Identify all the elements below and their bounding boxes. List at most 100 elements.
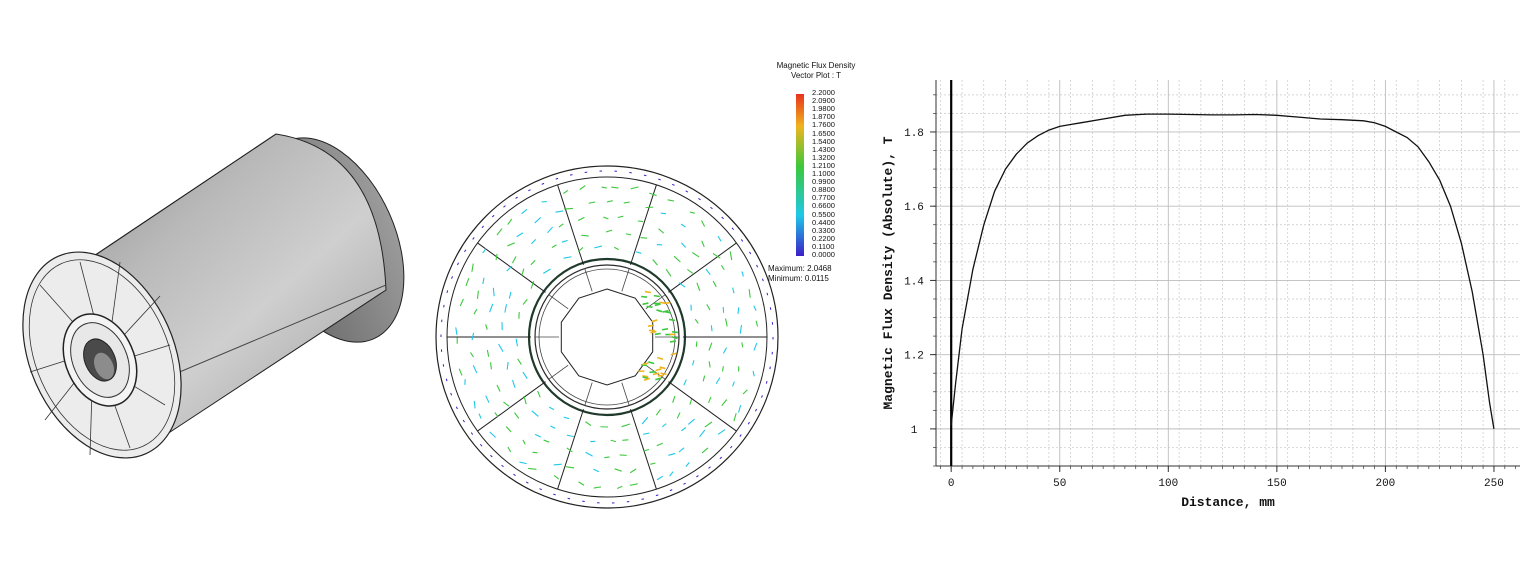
flux-vector-arrow — [539, 489, 541, 490]
flux-vector-arrow — [564, 257, 572, 258]
flux-vector-arrow — [624, 202, 630, 203]
flux-vector-arrow — [611, 187, 618, 188]
flux-vector-arrow — [648, 362, 654, 364]
flux-vector-arrow — [716, 377, 720, 383]
flux-vector-arrow — [755, 409, 756, 411]
flux-vector-arrow — [742, 271, 744, 276]
x-tick-label: 250 — [1484, 478, 1504, 490]
flux-vector-arrow — [687, 269, 692, 273]
flux-vector-arrow — [614, 247, 618, 249]
flux-vector-arrow — [693, 360, 694, 365]
flux-vector-arrow — [698, 198, 700, 199]
flux-vector-arrow — [718, 430, 725, 435]
flux-vector-arrow — [480, 444, 482, 446]
flux-vector-arrow — [681, 224, 685, 227]
flux-vector-arrow — [734, 413, 736, 421]
flux-vector-arrow — [523, 440, 525, 445]
flux-vector-arrow — [702, 448, 708, 453]
flux-vector-arrow — [611, 440, 616, 441]
flux-vector-arrow — [754, 343, 757, 350]
flux-vector-arrow — [644, 449, 649, 451]
flux-vector-arrow — [740, 435, 741, 437]
flux-vector-arrow — [559, 224, 563, 227]
flux-vector-arrow — [683, 483, 685, 484]
flux-vector-arrow — [722, 217, 724, 219]
flux-vector-arrow — [459, 369, 462, 376]
flux-vector-arrow — [568, 498, 570, 499]
flux-vector-arrow — [470, 352, 473, 357]
flux-vector-arrow — [579, 482, 584, 485]
flux-vector-arrow — [581, 235, 588, 236]
flux-vector-arrow — [606, 230, 612, 232]
flux-vector-arrow — [523, 299, 527, 304]
flux-vector-arrow — [505, 304, 507, 312]
flux-vector-arrow — [528, 190, 530, 191]
flux-vector-arrow — [615, 469, 622, 471]
chart-major-grid — [936, 80, 1520, 466]
flux-vector-arrow — [497, 229, 502, 236]
flux-vector-arrow — [522, 209, 527, 213]
flux-vector-arrow — [730, 251, 732, 260]
flux-vector-arrow — [659, 229, 664, 234]
flux-vector-arrow — [543, 269, 550, 273]
flux-vector-arrow — [563, 190, 568, 193]
flux-vector-arrow — [638, 221, 643, 222]
flux-vector-arrow — [679, 448, 684, 452]
y-tick-label: 1 — [911, 425, 918, 437]
pole-divider — [668, 243, 736, 292]
flux-vector-arrow — [684, 380, 686, 386]
flux-vector-arrow — [492, 215, 494, 217]
flux-vector-arrow — [463, 420, 464, 422]
flux-vector-arrow — [713, 281, 716, 287]
flux-vector-arrow — [642, 499, 644, 500]
flux-vector-arrow — [740, 325, 741, 334]
flux-vector-arrow — [668, 200, 674, 201]
flux-vector-arrow — [486, 396, 489, 403]
flux-vector-arrow — [602, 187, 607, 188]
flux-vector-arrow — [518, 359, 522, 365]
flux-vector-arrow — [742, 342, 743, 347]
flux-vector-arrow — [657, 476, 663, 480]
y-tick-label: 1.4 — [904, 276, 924, 288]
flux-vector-arrow — [656, 369, 662, 371]
flux-vector-arrow — [741, 239, 742, 241]
flux-vector-arrow — [651, 331, 657, 332]
flux-vector-arrow — [472, 264, 473, 272]
flux-vector-arrow — [516, 339, 517, 347]
flux-vector-arrow — [618, 216, 623, 217]
flux-vector-arrow — [692, 253, 699, 257]
flux-vector-arrow — [652, 320, 658, 322]
flux-vector-arrow — [670, 490, 672, 491]
flux-vector-arrow — [507, 243, 514, 246]
flux-vector-arrow — [720, 457, 722, 459]
flux-vector-arrow — [655, 333, 661, 334]
flux-vector-arrow — [709, 343, 712, 351]
flux-vector-arrow — [656, 310, 662, 312]
flux-vector-arrow — [504, 206, 506, 208]
flux-vector-arrow — [655, 304, 661, 305]
cylinder-3d-model — [0, 0, 420, 572]
flux-vector-arrow — [733, 382, 735, 387]
flux-vector-arrow — [603, 217, 608, 219]
flux-vector-arrow — [696, 341, 697, 346]
flux-vector-arrow — [542, 183, 544, 184]
flux-vector-arrow — [509, 292, 511, 299]
legend-title-line2: Vector Plot : T — [741, 71, 891, 81]
flux-vector-arrow — [766, 381, 767, 383]
flux-vector-arrow — [528, 468, 536, 469]
flux-vector-arrow — [709, 397, 711, 403]
flux-vector-arrow — [490, 455, 492, 457]
flux-vector-arrow — [456, 407, 457, 409]
flux-vector-arrow — [647, 306, 653, 307]
flux-vector-arrow — [550, 426, 555, 428]
flux-vector-arrow — [743, 390, 747, 394]
flux-vector-arrow — [671, 353, 677, 354]
flux-vector-arrow — [653, 259, 658, 265]
flux-vector-arrow — [718, 236, 721, 241]
pole-divider — [478, 243, 546, 292]
flux-vector-arrow — [487, 350, 488, 357]
flux-vector-arrow — [474, 401, 475, 409]
chart-axes — [936, 80, 1520, 466]
flux-vector-arrow — [482, 226, 484, 228]
